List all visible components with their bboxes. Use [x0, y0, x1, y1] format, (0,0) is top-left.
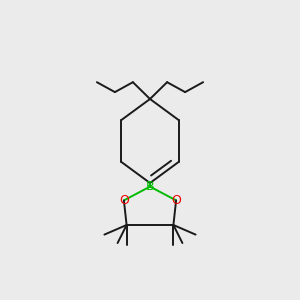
Text: O: O — [171, 194, 181, 207]
Text: O: O — [119, 194, 129, 207]
Text: B: B — [146, 180, 154, 193]
